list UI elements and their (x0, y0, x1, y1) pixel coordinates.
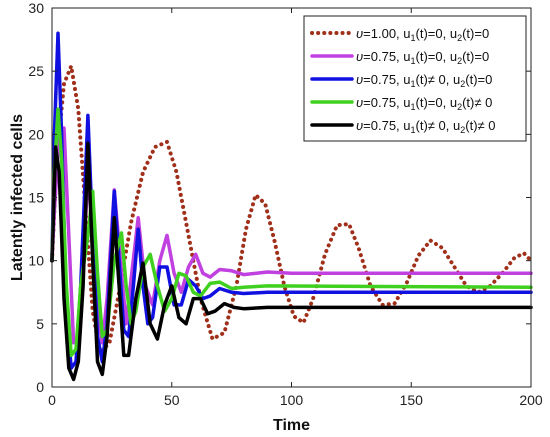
series-layer (50, 31, 533, 382)
legend-label: υ=0.75, u1(t)=0, u2(t)≠ 0 (356, 95, 492, 112)
x-tick-label: 200 (519, 392, 543, 408)
y-tick-label: 5 (36, 316, 44, 332)
x-tick-label: 100 (280, 392, 304, 408)
series-line-5 (50, 141, 533, 382)
y-tick-label: 25 (28, 63, 44, 79)
x-axis: 0 50 100 150 200 (48, 8, 543, 408)
legend-label: υ=0.75, u1(t)=0, u2(t)=0 (356, 49, 489, 66)
y-tick-label: 0 (36, 379, 44, 395)
x-tick-label: 150 (400, 392, 424, 408)
legend: υ=1.00, u1(t)=0, u2(t)=0 υ=0.75, u1(t)=0,… (303, 15, 527, 142)
y-tick-label: 10 (28, 253, 44, 269)
y-tick-label: 15 (28, 190, 44, 206)
x-tick-label: 0 (48, 392, 56, 408)
legend-label: υ=0.75, u1(t)≠ 0, u2(t)≠ 0 (356, 118, 496, 135)
y-tick-label: 20 (28, 126, 44, 142)
legend-label: υ=0.75, u1(t)≠ 0, u2(t)=0 (356, 72, 492, 89)
series-line-3 (50, 31, 533, 370)
x-axis-label: Time (273, 417, 310, 434)
x-tick-label: 50 (164, 392, 180, 408)
y-tick-label: 30 (28, 0, 44, 16)
legend-label: υ=1.00, u1(t)=0, u2(t)=0 (356, 26, 489, 43)
y-axis-label: Latently infected cells (9, 114, 26, 281)
y-axis: 0 5 10 15 20 25 30 (28, 0, 531, 395)
